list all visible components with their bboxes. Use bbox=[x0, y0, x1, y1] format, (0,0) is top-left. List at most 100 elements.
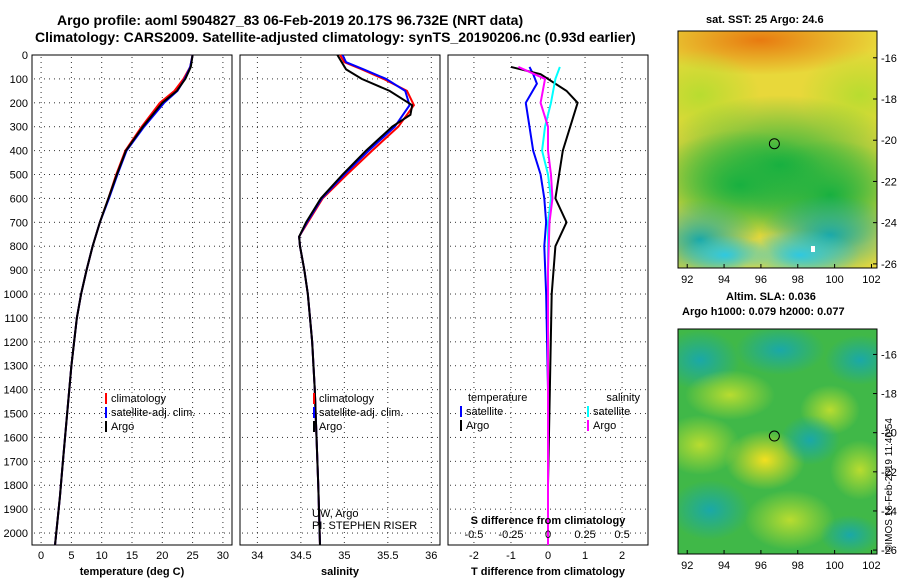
grid-dot bbox=[70, 167, 72, 168]
grid-dot bbox=[382, 436, 383, 438]
grid-dot bbox=[256, 502, 258, 503]
grid-dot bbox=[402, 102, 403, 104]
grid-dot bbox=[515, 174, 516, 176]
grid-dot bbox=[630, 293, 631, 295]
grid-dot bbox=[161, 132, 163, 133]
grid-dot bbox=[510, 397, 512, 398]
grid-dot bbox=[149, 532, 150, 534]
grid-dot bbox=[300, 312, 302, 313]
grid-dot bbox=[144, 484, 145, 486]
grid-dot bbox=[621, 202, 623, 203]
grid-dot bbox=[192, 227, 194, 228]
grid-dot bbox=[317, 293, 318, 295]
grid-dot bbox=[343, 442, 345, 443]
grid-dot bbox=[312, 508, 313, 510]
grid-dot bbox=[387, 150, 388, 152]
grid-dot bbox=[610, 221, 611, 223]
grid-dot bbox=[343, 212, 345, 213]
grid-dot bbox=[535, 102, 536, 104]
grid-dot bbox=[372, 269, 373, 271]
grid-dot bbox=[473, 512, 475, 513]
grid-dot bbox=[490, 293, 491, 295]
grid-dot bbox=[49, 221, 50, 223]
sst-map-ytick-label: -16 bbox=[881, 53, 897, 65]
grid-dot bbox=[367, 460, 368, 462]
grid-dot bbox=[621, 307, 623, 308]
grid-dot bbox=[222, 222, 224, 223]
grid-dot bbox=[584, 147, 586, 148]
grid-dot bbox=[625, 150, 626, 152]
grid-dot bbox=[161, 112, 163, 113]
grid-dot bbox=[139, 174, 140, 176]
grid-dot bbox=[256, 402, 258, 403]
grid-dot bbox=[430, 107, 432, 108]
grid-dot bbox=[473, 202, 475, 203]
grid-dot bbox=[412, 317, 413, 319]
grid-dot bbox=[510, 437, 512, 438]
grid-dot bbox=[640, 317, 641, 319]
grid-dot bbox=[101, 202, 103, 203]
grid-dot bbox=[570, 460, 571, 462]
grid-dot bbox=[89, 484, 90, 486]
grid-dot bbox=[357, 126, 358, 128]
grid-dot bbox=[412, 126, 413, 128]
grid-dot bbox=[149, 269, 150, 271]
grid-dot bbox=[39, 269, 40, 271]
grid-dot bbox=[347, 508, 348, 510]
grid-dot bbox=[580, 245, 581, 247]
grid-dot bbox=[256, 352, 258, 353]
grid-dot bbox=[402, 389, 403, 391]
grid-dot bbox=[620, 460, 621, 462]
grid-dot bbox=[615, 484, 616, 486]
grid-dot bbox=[430, 312, 432, 313]
grid-dot bbox=[159, 150, 160, 152]
depth-tick-label: 400 bbox=[10, 146, 28, 158]
grid-dot bbox=[610, 197, 611, 199]
grid-dot bbox=[174, 174, 175, 176]
grid-dot bbox=[635, 436, 636, 438]
grid-dot bbox=[297, 341, 298, 343]
grid-dot bbox=[343, 362, 345, 363]
grid-dot bbox=[101, 327, 103, 328]
grid-dot bbox=[287, 150, 288, 152]
grid-dot bbox=[101, 427, 103, 428]
grid-dot bbox=[621, 497, 623, 498]
grid-dot bbox=[520, 126, 521, 128]
grid-dot bbox=[139, 102, 140, 104]
grid-dot bbox=[465, 245, 466, 247]
difference-t-satellite-line bbox=[524, 66, 549, 545]
figure-title-line2: Climatology: CARS2009. Satellite-adjuste… bbox=[35, 29, 636, 45]
grid-dot bbox=[131, 162, 133, 163]
grid-dot bbox=[114, 102, 115, 104]
grid-dot bbox=[584, 197, 586, 198]
grid-dot bbox=[101, 312, 103, 313]
grid-dot bbox=[621, 197, 623, 198]
grid-dot bbox=[40, 72, 42, 73]
grid-dot bbox=[101, 387, 103, 388]
grid-dot bbox=[297, 174, 298, 176]
grid-dot bbox=[535, 293, 536, 295]
grid-dot bbox=[222, 162, 224, 163]
grid-dot bbox=[490, 532, 491, 534]
grid-dot bbox=[584, 297, 586, 298]
grid-dot bbox=[209, 365, 210, 367]
grid-dot bbox=[70, 97, 72, 98]
grid-dot bbox=[510, 262, 512, 263]
grid-dot bbox=[555, 341, 556, 343]
grid-dot bbox=[282, 174, 283, 176]
grid-dot bbox=[595, 389, 596, 391]
grid-dot bbox=[70, 162, 72, 163]
grid-dot bbox=[630, 484, 631, 486]
grid-dot bbox=[615, 126, 616, 128]
grid-dot bbox=[337, 197, 338, 199]
grid-dot bbox=[473, 407, 475, 408]
grid-dot bbox=[337, 341, 338, 343]
grid-dot bbox=[621, 302, 623, 303]
grid-dot bbox=[630, 532, 631, 534]
grid-dot bbox=[465, 174, 466, 176]
grid-dot bbox=[480, 245, 481, 247]
grid-dot bbox=[473, 292, 475, 293]
grid-dot bbox=[300, 132, 302, 133]
grid-dot bbox=[621, 57, 623, 58]
grid-dot bbox=[621, 242, 623, 243]
